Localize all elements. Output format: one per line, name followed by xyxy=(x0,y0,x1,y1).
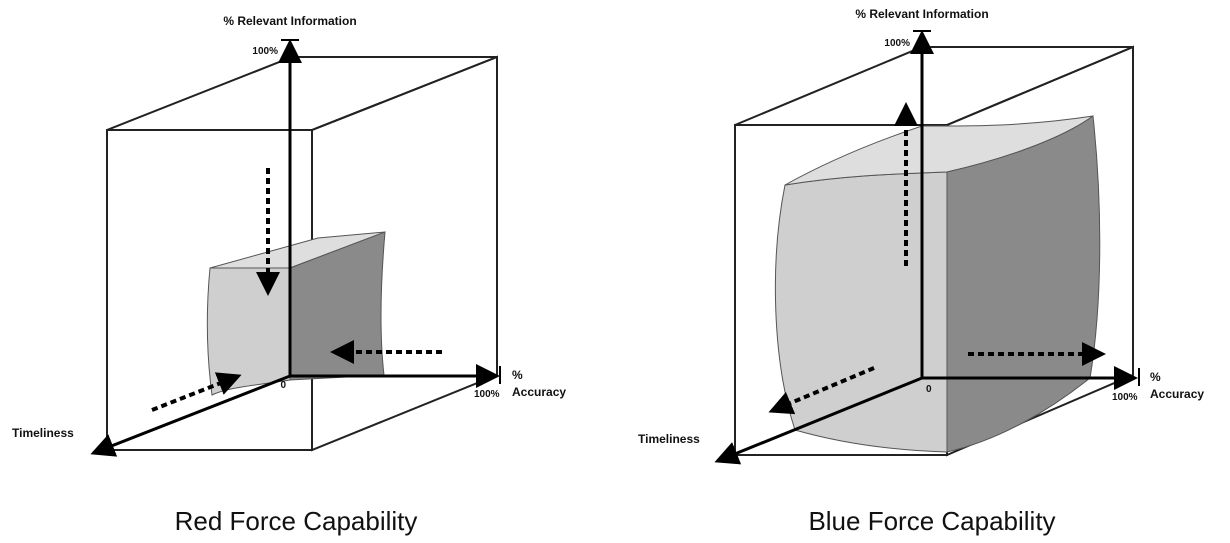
blue-origin-label: 0 xyxy=(926,384,932,395)
red-x-axis-pct: % xyxy=(512,368,523,382)
blue-cube-top-face xyxy=(734,46,1134,126)
red-z-axis-arrow xyxy=(90,374,291,457)
blue-x-axis-label: Accuracy xyxy=(1150,387,1204,401)
blue-y-axis-label: % Relevant Information xyxy=(855,7,988,21)
red-cube-top-face xyxy=(106,56,498,131)
blue-capability-shape xyxy=(774,115,1101,453)
red-force-panel: % Relevant Information 100% % Accuracy 1… xyxy=(12,14,566,536)
blue-y-max-label: 100% xyxy=(884,38,910,49)
blue-x-max-label: 100% xyxy=(1112,392,1138,403)
blue-force-panel: % Relevant Information 100% % Accuracy 1… xyxy=(638,7,1204,536)
blue-z-axis-arrow xyxy=(714,376,923,465)
blue-shape-side xyxy=(946,115,1101,453)
blue-dashed-arrow-forward xyxy=(768,366,875,415)
blue-z-axis-label: Timeliness xyxy=(638,432,700,446)
red-axes xyxy=(90,39,501,457)
red-z-axis-label: Timeliness xyxy=(12,426,74,440)
red-y-axis-label: % Relevant Information xyxy=(223,14,356,28)
red-capability-shape xyxy=(206,231,386,396)
blue-axes xyxy=(714,30,1140,465)
red-dashed-arrows xyxy=(151,168,442,412)
blue-dashed-arrows xyxy=(768,102,1106,415)
red-dashed-arrow-back xyxy=(151,372,242,412)
red-caption: Red Force Capability xyxy=(175,506,418,536)
red-x-max-label: 100% xyxy=(474,389,500,400)
red-x-axis-label: Accuracy xyxy=(512,385,566,399)
red-origin-label: 0 xyxy=(280,380,286,391)
blue-x-axis-pct: % xyxy=(1150,370,1161,384)
red-y-max-label: 100% xyxy=(252,46,278,57)
red-shape-front xyxy=(206,267,291,396)
blue-caption: Blue Force Capability xyxy=(808,506,1055,536)
